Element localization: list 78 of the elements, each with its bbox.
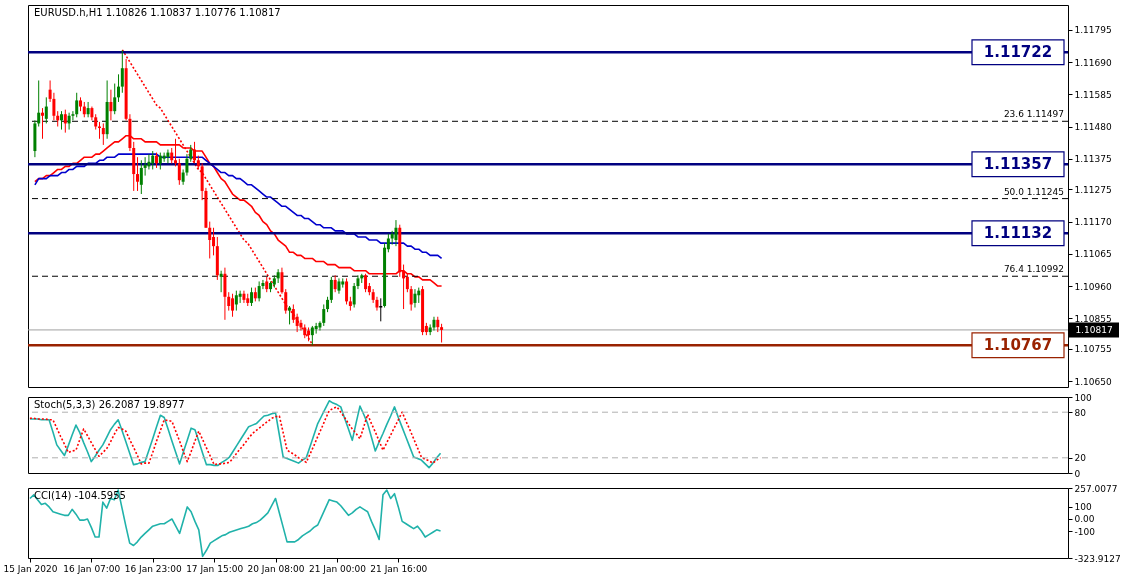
y-tick-label: 20 bbox=[1074, 453, 1087, 464]
candlestick bbox=[276, 268, 280, 284]
y-tick-label: 1.11480 bbox=[1074, 122, 1112, 132]
candlestick bbox=[242, 290, 246, 304]
candlestick bbox=[86, 101, 90, 118]
y-tick-label: 0 bbox=[1074, 468, 1081, 479]
ref-line-label: 1.10767 bbox=[983, 336, 1053, 355]
candlestick bbox=[257, 280, 261, 302]
candlestick bbox=[409, 285, 413, 312]
candlestick bbox=[41, 107, 44, 140]
y-tick-label: 1.11585 bbox=[1074, 89, 1112, 100]
candlestick bbox=[208, 221, 212, 259]
y-tick-label: 0.00 bbox=[1074, 514, 1095, 525]
x-tick-label: 21 Jan 00:00 bbox=[308, 563, 367, 574]
candlestick bbox=[219, 270, 223, 293]
chart-title: Stoch(5,3,3) 26.2087 19.8977 bbox=[34, 399, 185, 410]
candlestick bbox=[67, 112, 71, 131]
candlestick bbox=[193, 141, 197, 164]
candlestick bbox=[440, 323, 444, 344]
candlestick bbox=[234, 290, 238, 312]
line-series bbox=[29, 489, 442, 558]
candlestick bbox=[101, 122, 105, 146]
candlestick bbox=[109, 89, 113, 121]
y-tick-label: -100 bbox=[1074, 526, 1096, 537]
y-tick-label: 100 bbox=[1074, 502, 1092, 513]
chart-title: EURUSD.h,H1 1.10826 1.10837 1.10776 1.10817 bbox=[34, 7, 281, 18]
y-tick-label: -323.9127 bbox=[1074, 553, 1121, 564]
ref-line-label: 1.10817 bbox=[1075, 324, 1113, 335]
candlestick bbox=[162, 152, 166, 163]
candlestick bbox=[322, 303, 326, 327]
y-tick-label: 257.0077 bbox=[1074, 483, 1118, 494]
ref-line-label: 1.11357 bbox=[983, 155, 1053, 174]
y-tick-label: 1.10650 bbox=[1074, 376, 1112, 387]
y-tick-label: 1.11375 bbox=[1074, 154, 1112, 165]
y-tick-label: 1.10755 bbox=[1074, 344, 1112, 355]
y-tick-label: 1.11275 bbox=[1074, 184, 1112, 195]
candlestick bbox=[177, 158, 181, 186]
candlestick bbox=[120, 49, 124, 94]
candlestick bbox=[113, 83, 117, 115]
y-tick-label: 1.10960 bbox=[1074, 281, 1112, 292]
y-tick-label: 1.11690 bbox=[1074, 57, 1112, 68]
x-tick-label: 15 Jan 2020 bbox=[3, 563, 58, 574]
candlestick bbox=[136, 156, 140, 192]
ref-line-label: 76.4 1.10992 bbox=[1003, 264, 1064, 275]
x-tick-label: 21 Jan 16:00 bbox=[370, 563, 428, 574]
candlestick bbox=[413, 288, 417, 309]
candlestick bbox=[117, 73, 121, 103]
candlestick bbox=[291, 303, 295, 324]
x-tick-label: 16 Jan 07:00 bbox=[63, 563, 121, 574]
candlestick bbox=[139, 159, 143, 195]
ref-line-label: 1.11722 bbox=[983, 43, 1053, 62]
candlestick bbox=[345, 277, 349, 305]
candlestick bbox=[295, 313, 299, 333]
candlestick bbox=[63, 109, 67, 134]
y-tick-label: 80 bbox=[1074, 407, 1087, 418]
candlestick bbox=[174, 138, 178, 167]
candlestick bbox=[432, 316, 436, 332]
candlestick bbox=[231, 293, 235, 318]
candlestick bbox=[44, 96, 48, 124]
x-tick-label: 16 Jan 23:00 bbox=[124, 563, 182, 574]
candlestick bbox=[394, 219, 398, 247]
candlestick bbox=[364, 273, 368, 293]
y-tick-label: 1.11065 bbox=[1074, 249, 1112, 260]
y-tick-label: 1.11795 bbox=[1074, 25, 1112, 36]
y-tick-label: 1.11170 bbox=[1074, 217, 1112, 228]
ref-line-label: 1.11132 bbox=[983, 224, 1053, 243]
candlestick bbox=[238, 290, 242, 304]
ref-line-label: 50.0 1.11245 bbox=[1003, 186, 1064, 197]
candlestick bbox=[223, 267, 227, 321]
ref-line-label: 23.6 1.11497 bbox=[1003, 109, 1064, 120]
y-tick-label: 1.10855 bbox=[1074, 313, 1112, 324]
candlestick bbox=[212, 227, 216, 256]
x-tick-label: 20 Jan 08:00 bbox=[247, 563, 305, 574]
x-tick-label: 17 Jan 15:00 bbox=[186, 563, 244, 574]
y-tick-label: 100 bbox=[1074, 392, 1092, 403]
candlestick bbox=[329, 276, 333, 304]
candlestick bbox=[60, 110, 64, 131]
candlestick bbox=[379, 297, 383, 322]
